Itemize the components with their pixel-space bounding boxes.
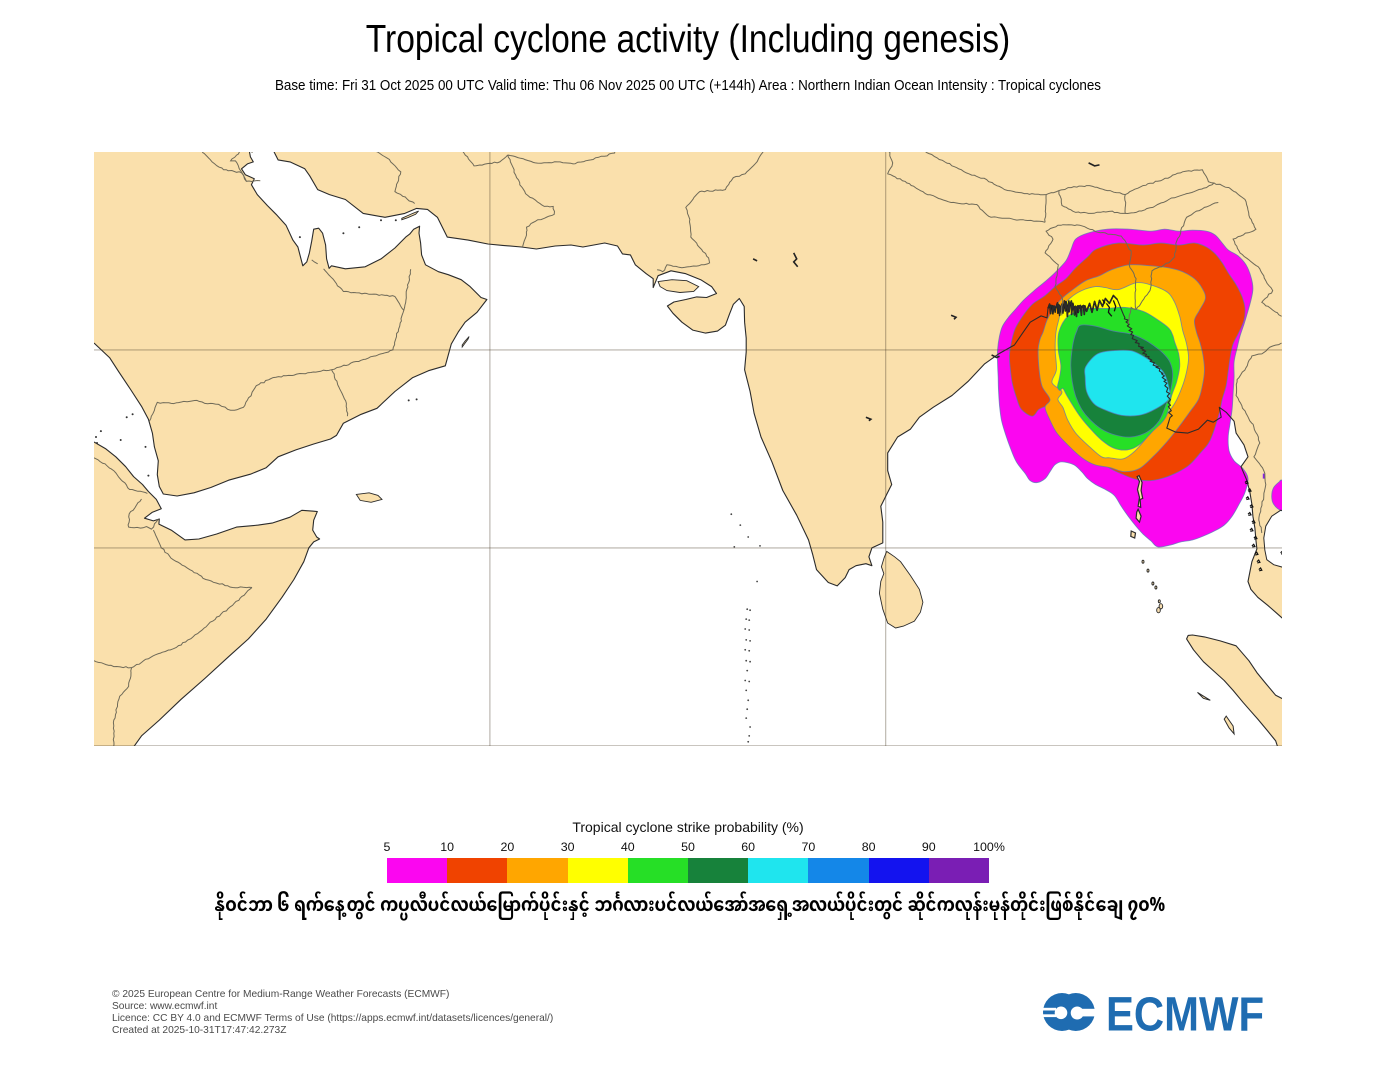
svg-text:ECMWF: ECMWF (1106, 992, 1264, 1042)
